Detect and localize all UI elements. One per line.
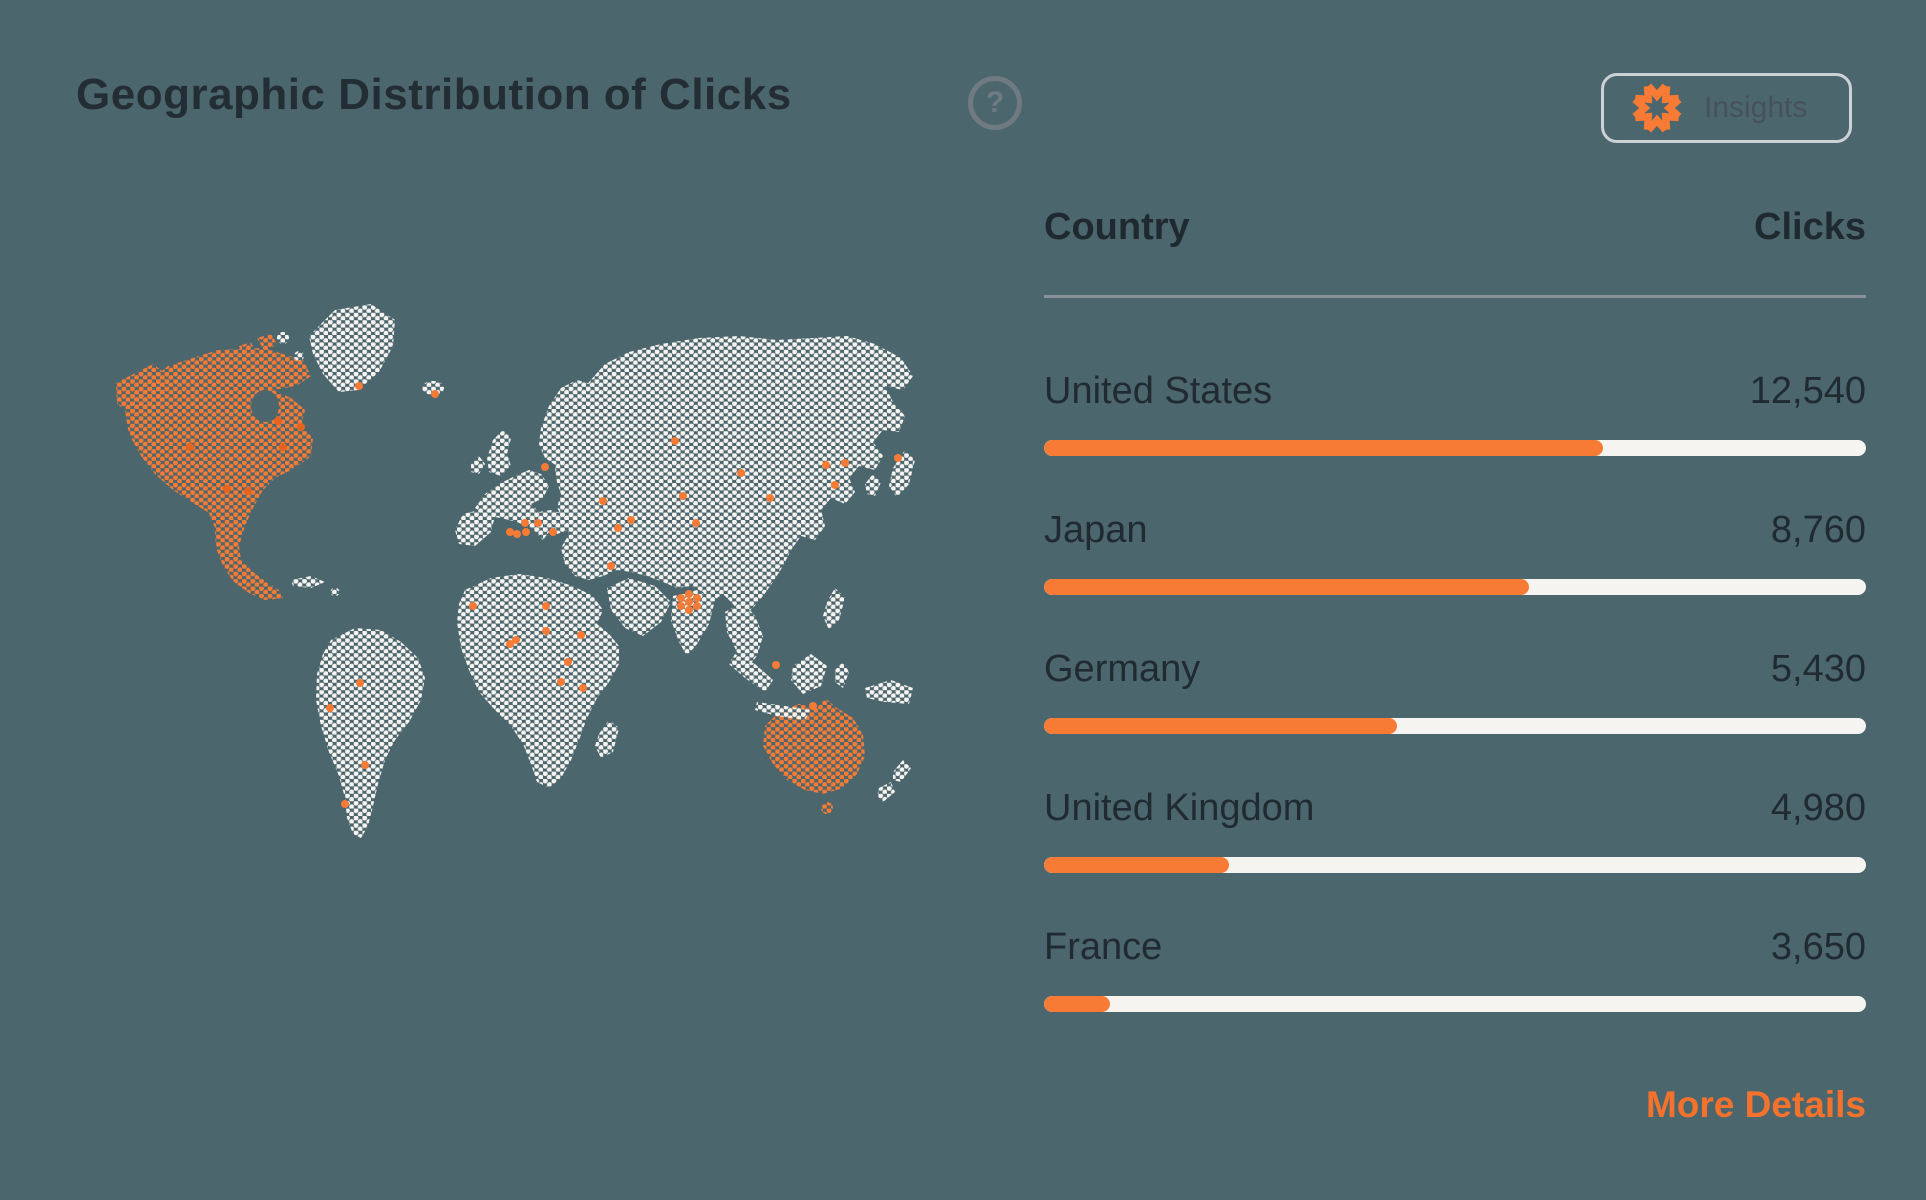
clicks-table: Country Clicks United States 12,540 Japa… <box>1044 205 1866 1063</box>
progress-bar-fill <box>1044 440 1603 456</box>
table-header-row: Country Clicks <box>1044 205 1866 250</box>
table-row: United States 12,540 <box>1044 368 1866 456</box>
map-region-north-america <box>116 334 313 600</box>
question-mark-glyph: ? <box>985 86 1005 119</box>
clicks-value: 4,980 <box>1770 787 1866 829</box>
clicks-value: 5,430 <box>1770 648 1866 690</box>
country-name: United States <box>1044 370 1273 412</box>
clicks-value: 3,650 <box>1770 926 1866 968</box>
map-city-dots <box>326 382 902 808</box>
progress-bar-fill <box>1044 718 1398 734</box>
map-regions-base <box>277 304 915 838</box>
help-icon[interactable]: ? <box>968 76 1022 130</box>
progress-bar-fill <box>1044 857 1229 873</box>
insights-button-label: Insights <box>1704 91 1808 124</box>
insights-button[interactable]: Insights <box>1601 73 1852 143</box>
progress-bar-track <box>1044 857 1866 873</box>
progress-bar-fill <box>1044 579 1529 595</box>
table-row: France 3,650 <box>1044 924 1866 1012</box>
table-row: Japan 8,760 <box>1044 507 1866 595</box>
country-name: United Kingdom <box>1044 787 1315 829</box>
country-name: Germany <box>1044 648 1201 690</box>
column-header-country: Country <box>1044 206 1190 248</box>
map-region-australia <box>763 698 865 814</box>
page-title: Geographic Distribution of Clicks <box>76 70 792 119</box>
clicks-value: 8,760 <box>1770 509 1866 551</box>
table-row: Germany 5,430 <box>1044 646 1866 734</box>
country-name: France <box>1044 926 1163 968</box>
pinwheel-asterisk-icon <box>1632 83 1682 133</box>
progress-bar-track <box>1044 440 1866 456</box>
map-city-dots-dark <box>186 417 305 495</box>
world-map-dotted <box>116 304 915 838</box>
more-details-link[interactable]: More Details <box>1645 1084 1866 1125</box>
progress-bar-track <box>1044 996 1866 1012</box>
progress-bar-fill <box>1044 996 1110 1012</box>
clicks-value: 12,540 <box>1749 370 1866 412</box>
table-row: United Kingdom 4,980 <box>1044 785 1866 873</box>
country-name: Japan <box>1044 509 1148 551</box>
progress-bar-track <box>1044 718 1866 734</box>
progress-bar-track <box>1044 579 1866 595</box>
column-header-clicks: Clicks <box>1754 206 1866 248</box>
header-divider <box>1044 295 1866 298</box>
